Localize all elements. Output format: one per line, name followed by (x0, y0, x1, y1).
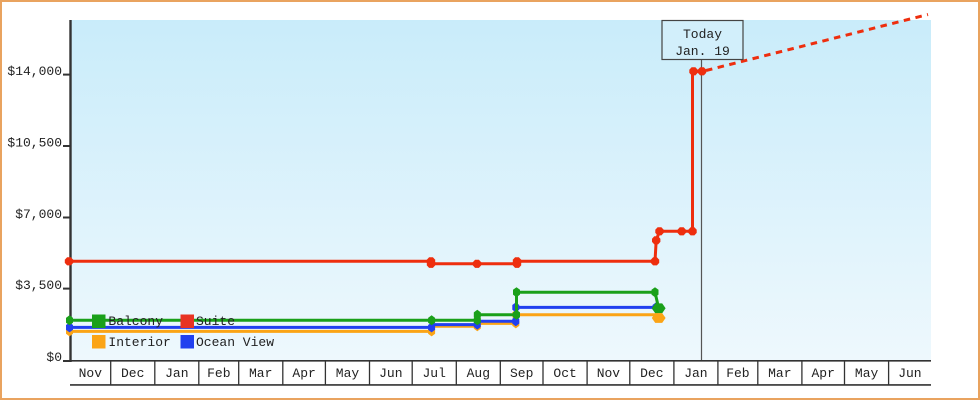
svg-text:Feb: Feb (207, 366, 230, 381)
svg-text:Nov: Nov (597, 366, 621, 381)
svg-text:$10,500: $10,500 (7, 136, 62, 151)
svg-text:Aug: Aug (467, 366, 490, 381)
svg-text:$3,500: $3,500 (15, 278, 62, 293)
svg-text:May: May (855, 366, 879, 381)
svg-text:Jun: Jun (898, 366, 921, 381)
svg-text:Mar: Mar (768, 366, 791, 381)
svg-text:Jul: Jul (422, 366, 446, 381)
svg-text:Jun: Jun (379, 366, 402, 381)
svg-text:Dec: Dec (640, 366, 663, 381)
svg-text:Interior: Interior (108, 335, 170, 350)
svg-text:Nov: Nov (79, 366, 103, 381)
svg-text:Today: Today (683, 27, 722, 42)
svg-text:Oct: Oct (553, 366, 576, 381)
svg-text:$0: $0 (46, 350, 62, 365)
svg-text:Balcony: Balcony (108, 314, 163, 329)
svg-text:Ocean View: Ocean View (196, 335, 274, 350)
svg-text:Jan: Jan (165, 366, 188, 381)
svg-text:Mar: Mar (249, 366, 272, 381)
svg-text:Jan: Jan (684, 366, 707, 381)
svg-text:Sep: Sep (510, 366, 533, 381)
svg-text:Jan. 19: Jan. 19 (675, 44, 730, 59)
svg-text:Feb: Feb (726, 366, 749, 381)
svg-text:$7,000: $7,000 (15, 207, 62, 222)
svg-text:Apr: Apr (292, 366, 315, 381)
svg-text:$14,000: $14,000 (7, 64, 62, 79)
svg-text:May: May (336, 366, 360, 381)
svg-text:Dec: Dec (121, 366, 144, 381)
svg-text:Suite: Suite (196, 314, 235, 329)
svg-text:Apr: Apr (811, 366, 834, 381)
